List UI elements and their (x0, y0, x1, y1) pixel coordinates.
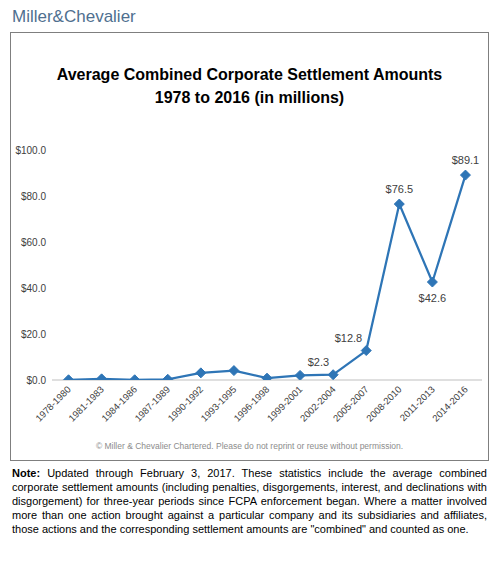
title: Average Combined Corporate Settlement Am… (57, 66, 443, 83)
marker (460, 170, 470, 180)
marker (262, 373, 272, 380)
marker (361, 346, 371, 356)
marker (229, 366, 239, 376)
x-tick-label: 2008-2010 (364, 384, 404, 424)
frame (11, 33, 489, 461)
series-line (69, 175, 466, 380)
data-label: $76.5 (386, 183, 414, 195)
y-tick (49, 380, 52, 381)
data-label: $89.1 (452, 154, 480, 166)
y-tick-label: $60.0 (21, 237, 46, 248)
note: Note: Updated through February 3, 2017. … (12, 466, 487, 536)
y-tick-label: $40.0 (21, 283, 46, 294)
marker (427, 277, 437, 287)
note-label: Note: (12, 467, 40, 479)
logo: Miller&Chevalier (12, 7, 136, 26)
data-label: $42.6 (419, 292, 447, 304)
marker (97, 374, 107, 380)
copyright: © Miller & Chevalier Chartered. Please d… (96, 441, 403, 451)
plot-area (64, 170, 471, 380)
marker (328, 370, 338, 380)
x-tick-label: 2014-2016 (430, 384, 470, 424)
y-tick-label: $0.0 (27, 375, 47, 386)
data-label: $12.8 (335, 332, 363, 344)
marker (64, 375, 74, 380)
marker (196, 368, 206, 378)
y-tick (49, 242, 52, 243)
note-text: Updated through February 3, 2017. These … (12, 467, 487, 535)
y-tick (49, 196, 52, 197)
y-tick (49, 150, 52, 151)
marker (394, 199, 404, 209)
y-tick-label: $100.0 (15, 145, 46, 156)
y-tick-label: $80.0 (21, 191, 46, 202)
marker (295, 370, 305, 380)
marker (130, 375, 140, 380)
data-label: $2.3 (308, 356, 329, 368)
y-tick (49, 288, 52, 289)
subtitle: 1978 to 2016 (in millions) (155, 89, 344, 106)
y-tick (49, 334, 52, 335)
marker (163, 374, 173, 380)
y-tick-label: $20.0 (21, 329, 46, 340)
